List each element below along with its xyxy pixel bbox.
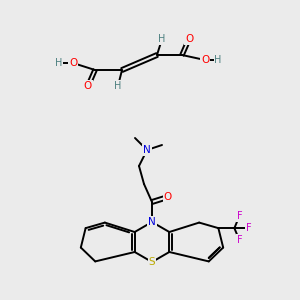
- Text: H: H: [114, 81, 122, 91]
- Text: O: O: [185, 34, 193, 44]
- Text: H: H: [214, 55, 222, 65]
- Text: F: F: [237, 235, 242, 245]
- Text: N: N: [148, 217, 156, 227]
- Text: F: F: [246, 223, 251, 233]
- Text: O: O: [201, 55, 209, 65]
- Text: H: H: [158, 34, 166, 44]
- Text: F: F: [237, 211, 242, 221]
- Text: S: S: [149, 257, 155, 267]
- Text: N: N: [143, 145, 151, 155]
- Text: H: H: [55, 58, 63, 68]
- Text: O: O: [69, 58, 77, 68]
- Text: O: O: [84, 81, 92, 91]
- Text: O: O: [164, 192, 172, 202]
